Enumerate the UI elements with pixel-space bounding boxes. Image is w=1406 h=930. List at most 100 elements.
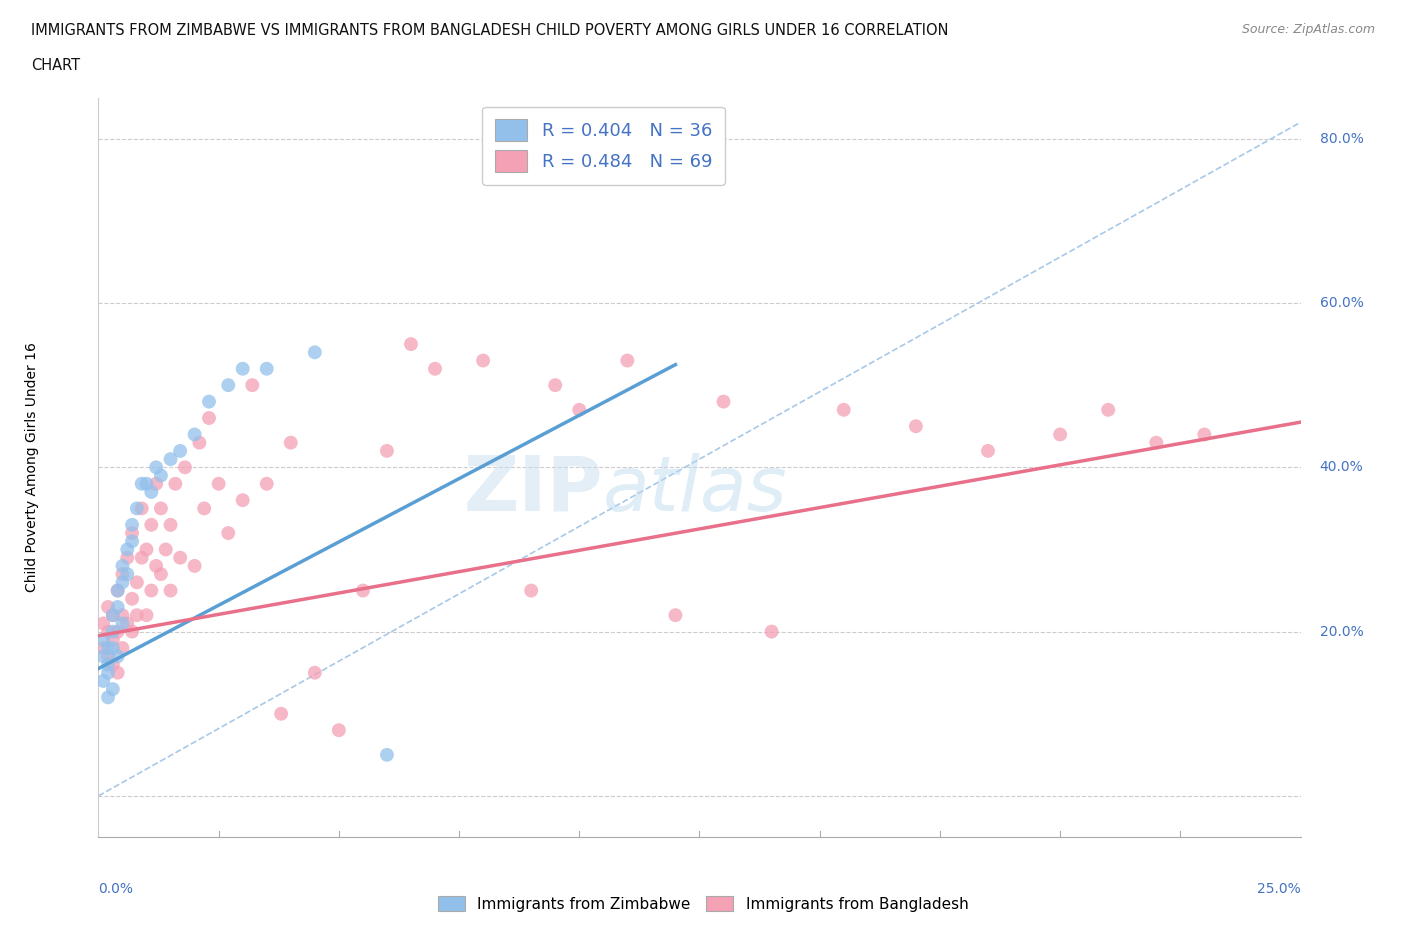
Point [121, 517, 143, 532]
Point [91, 673, 114, 688]
Point [101, 657, 124, 671]
Point [399, 337, 422, 352]
Point [141, 485, 163, 499]
Text: 80.0%: 80.0% [1320, 132, 1364, 146]
Point [832, 403, 855, 418]
Point [664, 608, 686, 623]
Point [101, 608, 124, 623]
Point [101, 682, 124, 697]
Point [91, 641, 114, 656]
Text: 40.0%: 40.0% [1320, 460, 1364, 474]
Point [91, 649, 114, 664]
Point [1144, 435, 1167, 450]
Text: IMMIGRANTS FROM ZIMBABWE VS IMMIGRANTS FROM BANGLADESH CHILD POVERTY AMONG GIRLS: IMMIGRANTS FROM ZIMBABWE VS IMMIGRANTS F… [31, 23, 949, 38]
Point [107, 665, 129, 680]
Point [97, 665, 120, 680]
Point [101, 624, 124, 639]
Point [91, 616, 114, 631]
Legend: Immigrants from Zimbabwe, Immigrants from Bangladesh: Immigrants from Zimbabwe, Immigrants fro… [432, 889, 974, 918]
Point [159, 583, 181, 598]
Point [1049, 427, 1071, 442]
Point [188, 435, 211, 450]
Point [135, 608, 157, 623]
Point [208, 476, 231, 491]
Point [91, 632, 114, 647]
Point [256, 361, 278, 376]
Text: 25.0%: 25.0% [1257, 883, 1301, 897]
Point [193, 501, 215, 516]
Point [111, 566, 134, 581]
Point [131, 476, 153, 491]
Text: Source: ZipAtlas.com: Source: ZipAtlas.com [1241, 23, 1375, 36]
Point [977, 444, 1000, 458]
Point [107, 624, 129, 639]
Point [97, 657, 120, 671]
Point [1194, 427, 1216, 442]
Point [761, 624, 783, 639]
Point [174, 459, 197, 474]
Point [149, 468, 172, 483]
Point [183, 427, 205, 442]
Point [97, 690, 120, 705]
Legend: R = 0.404   N = 36, R = 0.484   N = 69: R = 0.404 N = 36, R = 0.484 N = 69 [482, 107, 724, 185]
Point [1097, 403, 1119, 418]
Text: ZIP: ZIP [464, 453, 603, 526]
Point [304, 345, 326, 360]
Text: CHART: CHART [31, 58, 80, 73]
Point [472, 353, 495, 368]
Point [304, 665, 326, 680]
Point [159, 452, 181, 467]
Point [111, 641, 134, 656]
Point [544, 378, 567, 392]
Point [520, 583, 543, 598]
Text: atlas: atlas [603, 453, 787, 526]
Text: 60.0%: 60.0% [1320, 296, 1364, 310]
Point [125, 575, 148, 590]
Point [169, 551, 191, 565]
Point [121, 534, 143, 549]
Point [155, 542, 177, 557]
Point [159, 517, 181, 532]
Point [117, 566, 139, 581]
Point [352, 583, 374, 598]
Point [145, 558, 167, 573]
Point [616, 353, 638, 368]
Point [183, 558, 205, 573]
Point [217, 378, 239, 392]
Point [232, 493, 254, 508]
Point [101, 608, 124, 623]
Point [131, 501, 153, 516]
Point [125, 608, 148, 623]
Point [125, 501, 148, 516]
Point [149, 566, 172, 581]
Point [141, 583, 163, 598]
Point [135, 542, 157, 557]
Point [328, 723, 350, 737]
Point [256, 476, 278, 491]
Point [149, 501, 172, 516]
Point [375, 444, 398, 458]
Point [198, 410, 221, 425]
Point [280, 435, 302, 450]
Point [240, 378, 263, 392]
Point [145, 459, 167, 474]
Text: Child Poverty Among Girls Under 16: Child Poverty Among Girls Under 16 [25, 342, 39, 592]
Point [117, 551, 139, 565]
Point [904, 418, 927, 433]
Point [135, 476, 157, 491]
Point [121, 525, 143, 540]
Point [97, 600, 120, 615]
Point [121, 591, 143, 606]
Point [111, 616, 134, 631]
Point [97, 649, 120, 664]
Point [111, 558, 134, 573]
Point [101, 641, 124, 656]
Point [145, 476, 167, 491]
Point [107, 600, 129, 615]
Point [131, 551, 153, 565]
Point [107, 583, 129, 598]
Point [713, 394, 735, 409]
Point [107, 583, 129, 598]
Point [232, 361, 254, 376]
Point [423, 361, 446, 376]
